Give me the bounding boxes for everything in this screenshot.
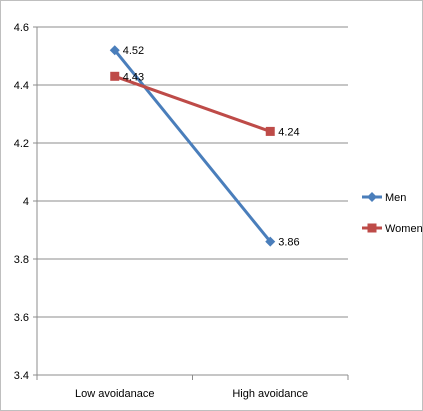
y-tick-label: 4	[23, 196, 29, 208]
data-labels: 4.52 3.86 4.43 4.24	[123, 45, 300, 248]
axes	[33, 26, 349, 380]
data-point-men	[265, 236, 276, 247]
data-label: 3.86	[278, 237, 299, 249]
data-point-women	[265, 126, 275, 136]
legend: Men Women	[362, 192, 423, 235]
legend-label-women: Women	[385, 223, 423, 235]
data-label: 4.24	[278, 126, 299, 138]
data-label: 4.43	[123, 71, 144, 83]
series-line-women	[114, 74, 271, 133]
series-line-men	[113, 49, 272, 243]
y-tick-label: 4.2	[14, 138, 29, 150]
x-tick-label: High avoidance	[232, 388, 308, 400]
legend-label-men: Men	[385, 192, 406, 204]
x-tick-label: Low avoidanace	[75, 388, 155, 400]
legend-marker-women	[367, 223, 377, 233]
data-label: 4.52	[123, 45, 144, 57]
y-tick-label: 3.6	[14, 312, 29, 324]
x-tick-labels: Low avoidanace High avoidance	[75, 388, 308, 400]
y-tick-label: 3.4	[14, 370, 29, 382]
series	[109, 45, 276, 247]
y-tick-label: 4.4	[14, 80, 29, 92]
y-tick-label: 4.6	[14, 22, 29, 34]
gridlines	[37, 26, 348, 318]
y-tick-label: 3.8	[14, 254, 29, 266]
y-tick-labels: 3.4 3.6 3.8 4 4.2 4.4 4.6	[14, 22, 29, 382]
data-point-women	[110, 71, 120, 81]
legend-marker-men	[367, 192, 377, 202]
data-point-men	[109, 45, 120, 56]
